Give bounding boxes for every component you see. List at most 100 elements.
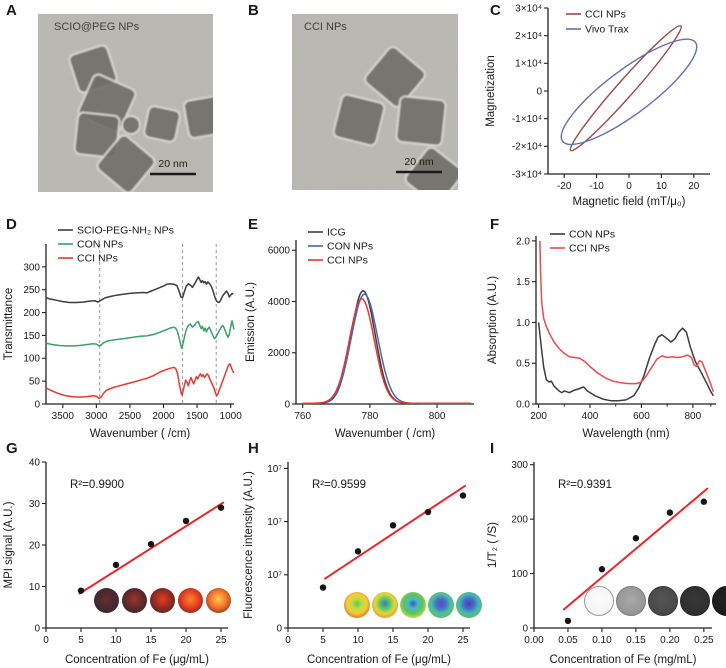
chart-svg-G: 0 5 10 15 20 25 0 10 20 30 40 Concentration of Fe (…: [3, 457, 228, 666]
y-axis-label: Fluorescence intensity (A.U.): [243, 471, 255, 619]
svg-text:2000: 2000: [268, 348, 291, 359]
svg-text:25: 25: [215, 635, 227, 646]
svg-text:1×10⁴: 1×10⁴: [515, 59, 542, 70]
tem-sample-label: SCIO@PEG NPs: [54, 21, 140, 33]
nanoparticle: [96, 134, 156, 194]
svg-text:0: 0: [284, 399, 290, 410]
series-line: [45, 363, 235, 400]
svg-text:0: 0: [34, 399, 40, 410]
axis-ticks: 0 5 10 15 20 25 0 10⁷ 10⁷ 10⁷: [267, 464, 469, 646]
data-series: [302, 289, 471, 405]
svg-text:200: 200: [530, 411, 547, 422]
data-point: [632, 534, 640, 542]
axes-spines: [547, 8, 710, 175]
svg-text:10: 10: [352, 635, 364, 646]
phantom-circle: [94, 588, 119, 613]
axes-spines: [535, 236, 716, 405]
svg-text:50: 50: [29, 377, 41, 388]
svg-text:100: 100: [511, 569, 528, 580]
legend-label: CON NPs: [77, 239, 123, 251]
nanoparticle: [332, 93, 386, 147]
x-axis-label: Wavenumber ( /cm): [335, 428, 436, 440]
svg-text:20: 20: [688, 181, 700, 192]
r-squared-annotation: R²=0.9391: [558, 479, 612, 491]
chart-r2-relaxivity-linearity: 0.00 0.05 0.10 0.15 0.20 0.25 0 100 200 300 Concen…: [484, 430, 726, 668]
chart-svg-I: 0.00 0.05 0.10 0.15 0.20 0.25 0 100 200 300 Concen…: [487, 460, 714, 666]
chart-emission-spectra: 760 780 800 0 2000 4000 6000 Wavenumber ( /cm) E…: [242, 210, 484, 447]
panel-letter-a: A: [6, 2, 17, 19]
svg-text:100: 100: [23, 354, 40, 365]
data-point: [182, 517, 190, 525]
panel-letter-h: H: [248, 440, 259, 457]
svg-text:3×10⁴: 3×10⁴: [515, 3, 542, 14]
chart-ftir-transmittance: 3500 3000 2500 2000 1500 1000 0 50 100 150 200 250 3…: [0, 210, 242, 447]
scale-bar-label: 20 nm: [158, 158, 187, 170]
data-point: [459, 492, 467, 499]
phantom-circle: [712, 586, 726, 616]
legend-label: CON NPs: [327, 241, 373, 253]
data-point: [147, 540, 155, 548]
panel-a: A SCIO@PEG NPs 20 nm: [0, 0, 242, 210]
series-line: [302, 289, 471, 405]
nanoparticle: [363, 45, 427, 109]
svg-text:4000: 4000: [268, 297, 291, 308]
series-line: [45, 276, 234, 304]
scale-bar-label: 20 nm: [404, 156, 433, 168]
x-axis-label: Concentration of Fe (μg/mL): [307, 654, 451, 666]
phantom-circle: [178, 588, 203, 613]
svg-text:15: 15: [145, 635, 157, 646]
linear-fit-line: [78, 501, 225, 595]
chart-absorption-spectra: 200 400 600 800 0.0 0.5 1.0 1.5 2.0 Wavelength (n…: [484, 210, 726, 447]
phantom-circle: [648, 586, 678, 616]
svg-text:10⁷: 10⁷: [267, 570, 282, 581]
tem-micrograph-b: CCI NPs 20 nm: [292, 14, 464, 206]
svg-text:3000: 3000: [85, 411, 108, 422]
data-point: [354, 548, 362, 555]
phantom-circle: [400, 592, 426, 618]
nanoparticle: [73, 111, 121, 159]
svg-text:0.20: 0.20: [660, 635, 680, 646]
svg-text:30: 30: [29, 499, 41, 510]
svg-text:25: 25: [457, 635, 469, 646]
data-point: [319, 584, 327, 591]
svg-text:800: 800: [685, 411, 702, 422]
data-point: [112, 561, 120, 569]
data-point: [424, 508, 432, 516]
svg-text:1500: 1500: [186, 411, 209, 422]
svg-text:20: 20: [180, 635, 192, 646]
panel-d: D 3500 3000 2500 2000 1500 1000 0 50 100 150 200 25…: [0, 210, 242, 442]
svg-text:10⁷: 10⁷: [267, 464, 282, 475]
chart-svg-F: 200 400 600 800 0.0 0.5 1.0 1.5 2.0 Wavelength (n…: [487, 229, 716, 440]
tem-image-scio-peg-nps: SCIO@PEG NPs 20 nm: [38, 14, 228, 194]
series-line: [537, 322, 715, 402]
svg-text:800: 800: [429, 411, 446, 422]
series-line: [302, 297, 471, 404]
chart-svg-E: 760 780 800 0 2000 4000 6000 Wavenumber ( /cm) E…: [245, 227, 474, 440]
axis-ticks: 0 5 10 15 20 25 0 10 20 30 40: [29, 457, 227, 646]
svg-text:2000: 2000: [152, 411, 175, 422]
legend: SCIO-PEG-NH₂ NPs CON NPs CCI NPs: [58, 225, 174, 265]
nanoparticle: [143, 105, 181, 143]
data-series: [537, 240, 715, 402]
chart-svg-D: 3500 3000 2500 2000 1500 1000 0 50 100 150 200 250 3…: [3, 225, 242, 440]
legend-label: CCI NPs: [77, 253, 118, 265]
svg-text:0.25: 0.25: [694, 635, 714, 646]
r-squared-annotation: R²=0.9599: [312, 479, 366, 491]
svg-text:0: 0: [522, 623, 528, 634]
legend-label: Vivo Trax: [585, 24, 629, 36]
svg-text:20: 20: [422, 635, 434, 646]
x-axis-label: Wavelength (nm): [582, 428, 669, 440]
svg-text:0.0: 0.0: [516, 399, 530, 410]
nanoparticle: [395, 95, 447, 147]
panel-c: C -20 -10 0 10 20 -3×10⁴ -2×10⁴ -1×10⁴ 0 1×10⁴ 2×1…: [484, 0, 726, 210]
svg-text:200: 200: [23, 308, 40, 319]
phantom-circle: [122, 588, 147, 613]
axis-ticks: 200 400 600 800 0.0 0.5 1.0 1.5 2.0: [516, 236, 712, 422]
nanoparticle: [182, 94, 228, 140]
phantom-circle: [150, 588, 175, 613]
svg-text:-1×10⁴: -1×10⁴: [512, 114, 542, 125]
svg-text:0.05: 0.05: [558, 635, 578, 646]
axis-ticks: -20 -10 0 10 20 -3×10⁴ -2×10⁴ -1×10⁴ 0 1×10⁴ 2×10⁴…: [512, 3, 700, 192]
series-line: [45, 320, 235, 349]
